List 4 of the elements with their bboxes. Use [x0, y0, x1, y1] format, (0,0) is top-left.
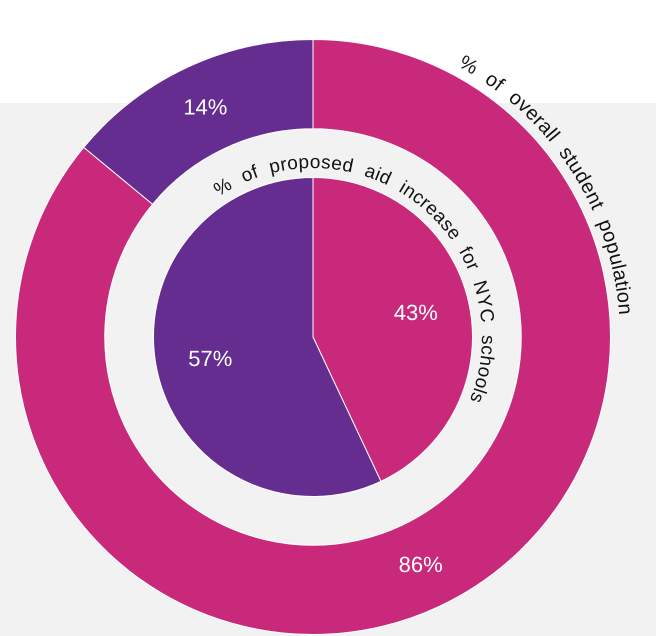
- data-label: 57%: [188, 346, 232, 372]
- data-label: 43%: [394, 300, 438, 326]
- data-label: 14%: [183, 94, 228, 120]
- data-label: 86%: [398, 552, 443, 577]
